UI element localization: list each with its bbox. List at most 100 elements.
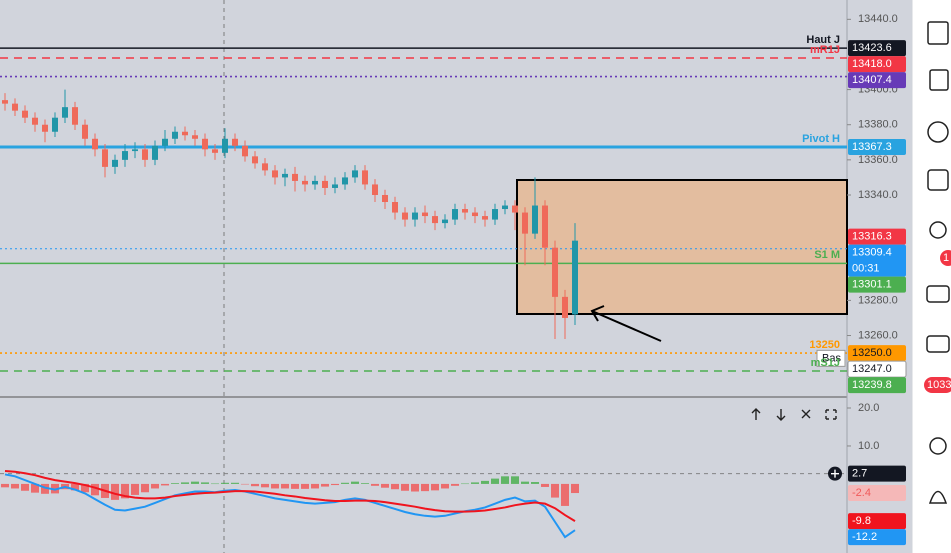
panel-buttons[interactable] [751, 408, 837, 421]
candle-body [162, 138, 168, 146]
histogram-bar [391, 483, 399, 490]
histogram-bar [411, 483, 419, 492]
histogram-bar [271, 483, 279, 489]
candle-body [322, 180, 328, 188]
histogram-bar [181, 482, 189, 484]
histogram-bar [191, 481, 199, 484]
price-tag-label: 13423.6 [852, 42, 892, 54]
candle-body [462, 209, 468, 213]
candle-body [152, 145, 158, 160]
candle-body [442, 219, 448, 224]
candle-body [82, 124, 88, 139]
candle-body [332, 184, 338, 188]
y-tick-label: 13340.0 [858, 189, 898, 201]
histogram-bar [141, 483, 149, 493]
icon-stream[interactable] [929, 437, 947, 455]
histogram-bar [71, 483, 79, 491]
candle-body [92, 138, 98, 150]
candle-body [572, 240, 578, 315]
histogram-bar [331, 483, 339, 486]
candle-body [552, 247, 558, 297]
candle-body [42, 124, 48, 132]
price-tag [848, 529, 906, 546]
level-name-box [816, 349, 846, 367]
histogram-bar [511, 476, 519, 484]
candle-body [542, 205, 548, 248]
candle-body [72, 107, 78, 125]
histogram-bar [111, 483, 119, 500]
histogram-bar [151, 483, 159, 489]
icon-clock[interactable] [927, 121, 949, 143]
histogram-bar [231, 482, 239, 484]
histogram-bar [521, 481, 529, 484]
histogram-bar [551, 483, 559, 498]
histogram-bar [571, 483, 579, 494]
icon-chat[interactable] [926, 285, 950, 303]
price-tag [848, 345, 906, 362]
histogram-bar [501, 476, 509, 484]
icon-news[interactable] [929, 69, 949, 91]
candle-body [252, 156, 258, 164]
macd-line [4, 470, 576, 522]
histogram-bar [311, 483, 319, 489]
price-tag [848, 40, 906, 57]
candle-body [32, 117, 38, 125]
candle-body [102, 149, 108, 167]
icon-watchlist[interactable] [927, 21, 949, 45]
icon-ideas[interactable] [929, 221, 947, 239]
candle-body [312, 180, 318, 185]
candle-body [52, 117, 58, 132]
histogram-bar [481, 480, 489, 484]
icon-calendar[interactable] [927, 169, 949, 191]
icon-messages[interactable] [926, 335, 950, 353]
candle-body [372, 184, 378, 195]
badge-count: 1 [943, 252, 949, 264]
icon-alerts[interactable] [928, 490, 948, 504]
price-tag [848, 377, 906, 394]
level-name: S1 M [814, 249, 840, 261]
candle-body [292, 173, 298, 181]
price-tag [848, 276, 906, 293]
price-tag [848, 56, 906, 73]
candle-body [202, 138, 208, 150]
price-tag [848, 465, 906, 482]
badge [940, 250, 951, 266]
price-tag-label: 13309.4 [852, 247, 892, 259]
y-tick-label: 13380.0 [858, 119, 898, 131]
y-tick-label: 10.0 [858, 440, 879, 452]
level-name: Bas [822, 352, 841, 364]
price-tag-label: 2.7 [852, 468, 867, 480]
candle-body [112, 159, 118, 167]
candle-body [402, 212, 408, 220]
histogram-bar [211, 483, 219, 485]
badge-count: 1033 [927, 379, 951, 391]
histogram-bar [431, 483, 439, 491]
candle-body [232, 138, 238, 146]
histogram-bar [201, 482, 209, 484]
candle-body [222, 138, 228, 153]
histogram-bar [301, 483, 309, 489]
candle-body [432, 216, 438, 224]
price-tag-label: -9.8 [852, 515, 871, 527]
candle-body [342, 177, 348, 185]
histogram-bar [561, 483, 569, 506]
histogram-bar [21, 483, 29, 491]
price-tag [848, 72, 906, 89]
candle-body [382, 194, 388, 203]
candle-body [472, 212, 478, 217]
candle-body [532, 205, 538, 234]
price-tag-label: 13239.8 [852, 379, 892, 391]
candle-body [412, 212, 418, 220]
candle-body [12, 103, 18, 111]
level-name: mS1J [811, 357, 840, 369]
candle-body [362, 170, 368, 185]
histogram-bar [401, 483, 409, 491]
histogram-bar [241, 483, 249, 485]
histogram-bar [531, 482, 539, 484]
price-tag-label: -2.4 [852, 487, 871, 499]
candle-body [212, 149, 218, 153]
histogram-bar [381, 483, 389, 488]
price-tag-label: 13367.3 [852, 141, 892, 153]
